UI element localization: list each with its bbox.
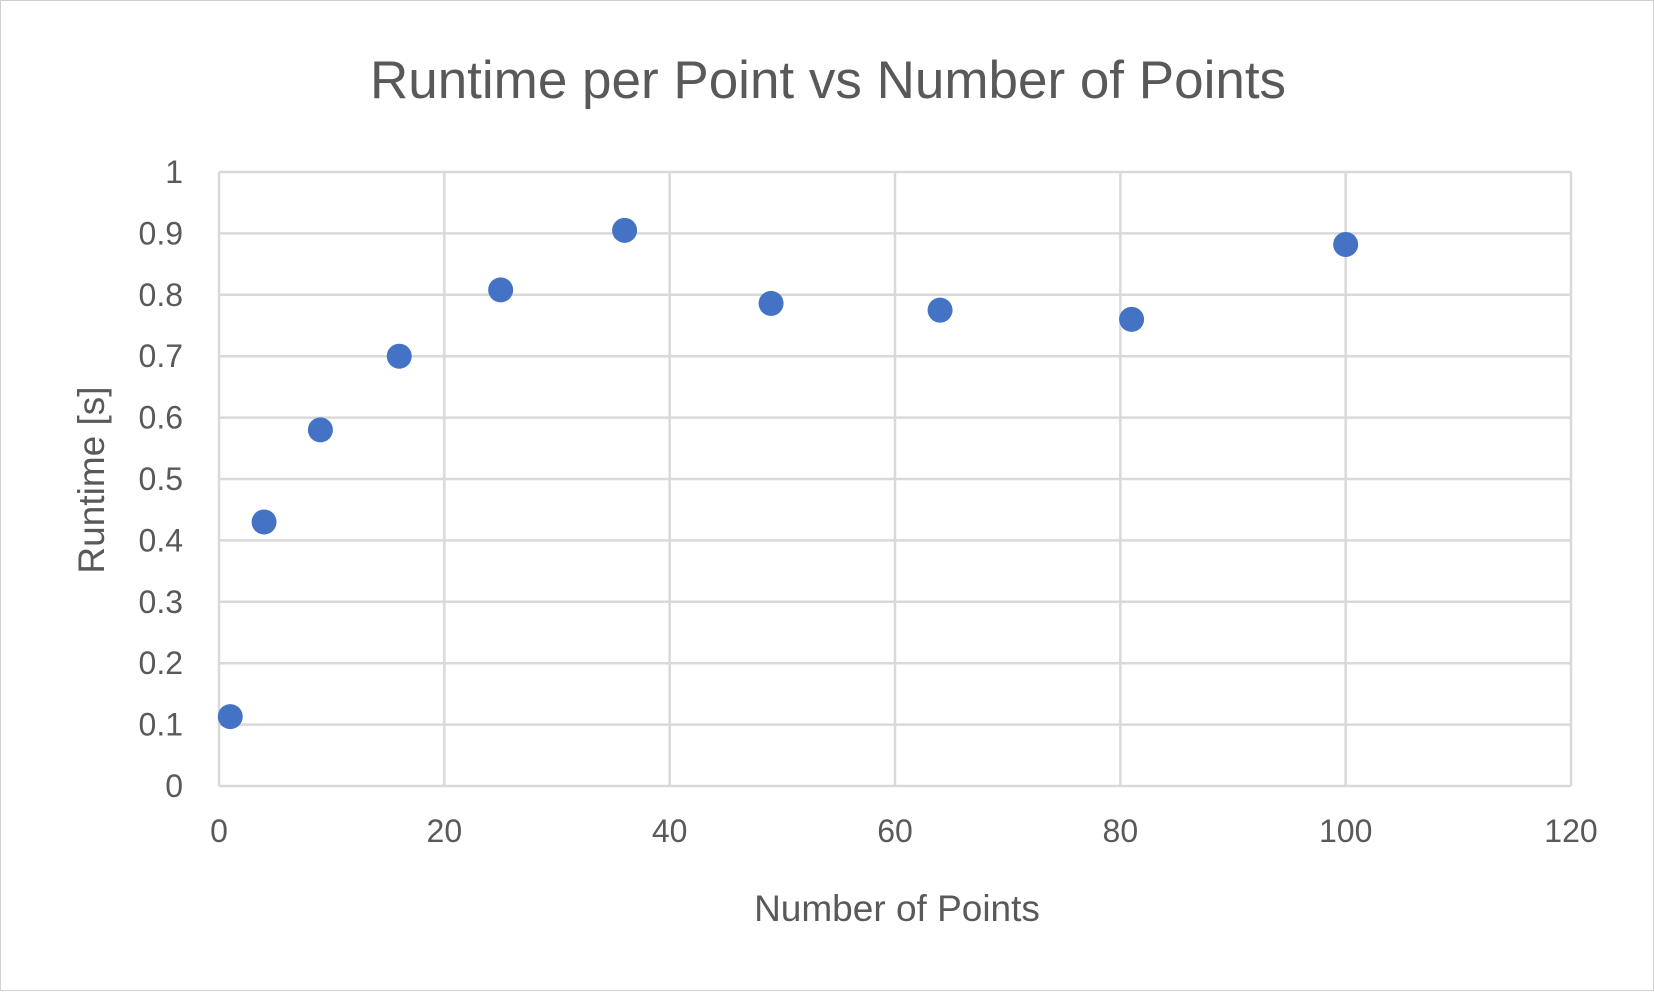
data-point bbox=[1333, 231, 1359, 257]
data-point bbox=[1119, 306, 1145, 332]
y-tick-label: 0.5 bbox=[139, 461, 183, 497]
x-tick-label: 20 bbox=[427, 813, 463, 849]
chart-title: Runtime per Point vs Number of Points bbox=[370, 51, 1286, 110]
y-tick-label: 0.1 bbox=[139, 707, 183, 743]
y-tick-label: 0.6 bbox=[139, 400, 183, 436]
y-tick-label: 0.8 bbox=[139, 277, 183, 313]
x-tick-label: 40 bbox=[652, 813, 688, 849]
y-tick-label: 0.7 bbox=[139, 338, 183, 374]
x-tick-label: 60 bbox=[877, 813, 913, 849]
x-tick-label: 100 bbox=[1319, 813, 1372, 849]
x-tick-label: 80 bbox=[1103, 813, 1139, 849]
data-point bbox=[386, 343, 412, 369]
data-point bbox=[488, 277, 514, 303]
data-point bbox=[612, 217, 638, 243]
data-point bbox=[217, 704, 243, 730]
y-tick-label: 0 bbox=[165, 768, 183, 804]
data-point bbox=[307, 417, 333, 443]
y-axis-label: Runtime [s] bbox=[71, 386, 112, 573]
data-points bbox=[217, 217, 1359, 730]
y-tick-label: 0.3 bbox=[139, 584, 183, 620]
gridlines bbox=[217, 170, 1573, 788]
y-tick-label: 0.2 bbox=[139, 645, 183, 681]
data-point bbox=[927, 297, 953, 323]
data-point bbox=[251, 509, 277, 535]
data-point bbox=[758, 290, 784, 316]
x-axis-label: Number of Points bbox=[754, 888, 1040, 929]
tick-labels: 0 0.1 0.2 0.3 0.4 0.5 0.6 0.7 0.8 0.9 1 0 20 40 60 80 10… bbox=[139, 154, 1598, 849]
y-tick-label: 0.4 bbox=[139, 522, 183, 558]
x-tick-label: 120 bbox=[1544, 813, 1597, 849]
x-tick-label: 0 bbox=[210, 813, 228, 849]
y-tick-label: 1 bbox=[165, 154, 183, 190]
y-tick-label: 0.9 bbox=[139, 215, 183, 251]
